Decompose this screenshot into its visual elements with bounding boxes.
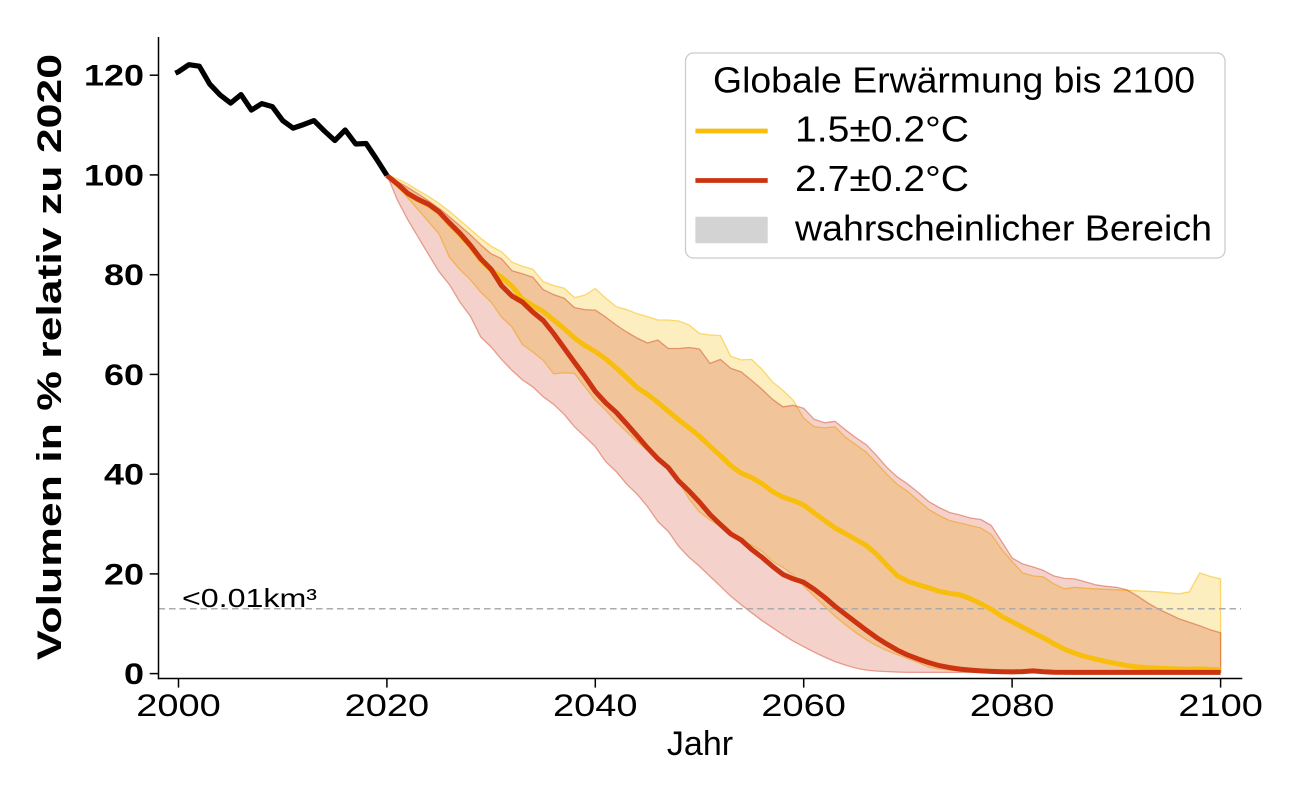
- svg-text:2.7±0.2°C: 2.7±0.2°C: [795, 158, 969, 199]
- svg-text:Globale Erwärmung bis 2100: Globale Erwärmung bis 2100: [713, 60, 1195, 101]
- svg-text:2080: 2080: [970, 687, 1055, 723]
- svg-text:<0.01km³: <0.01km³: [182, 583, 317, 613]
- svg-text:100: 100: [84, 159, 144, 192]
- svg-text:60: 60: [104, 359, 144, 392]
- svg-text:wahrscheinlicher Bereich: wahrscheinlicher Bereich: [794, 208, 1212, 249]
- svg-text:40: 40: [104, 459, 144, 492]
- svg-text:2020: 2020: [345, 687, 430, 723]
- svg-text:2040: 2040: [553, 687, 638, 723]
- svg-text:2000: 2000: [136, 687, 221, 723]
- svg-text:120: 120: [84, 60, 144, 93]
- svg-text:80: 80: [104, 259, 144, 292]
- svg-text:2060: 2060: [761, 687, 846, 723]
- svg-text:2100: 2100: [1178, 687, 1263, 723]
- svg-text:1.5±0.2°C: 1.5±0.2°C: [795, 109, 969, 150]
- svg-text:20: 20: [104, 558, 144, 591]
- svg-text:0: 0: [124, 658, 144, 691]
- svg-text:Jahr: Jahr: [667, 725, 733, 763]
- svg-text:Volumen in % relativ zu 2020: Volumen in % relativ zu 2020: [31, 54, 69, 660]
